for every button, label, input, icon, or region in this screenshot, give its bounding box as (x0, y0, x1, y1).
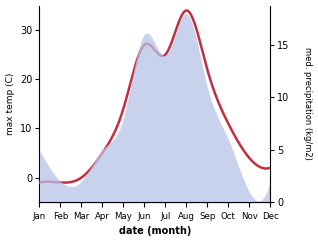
Y-axis label: med. precipitation (kg/m2): med. precipitation (kg/m2) (303, 47, 313, 160)
X-axis label: date (month): date (month) (119, 227, 191, 236)
Y-axis label: max temp (C): max temp (C) (5, 73, 15, 135)
